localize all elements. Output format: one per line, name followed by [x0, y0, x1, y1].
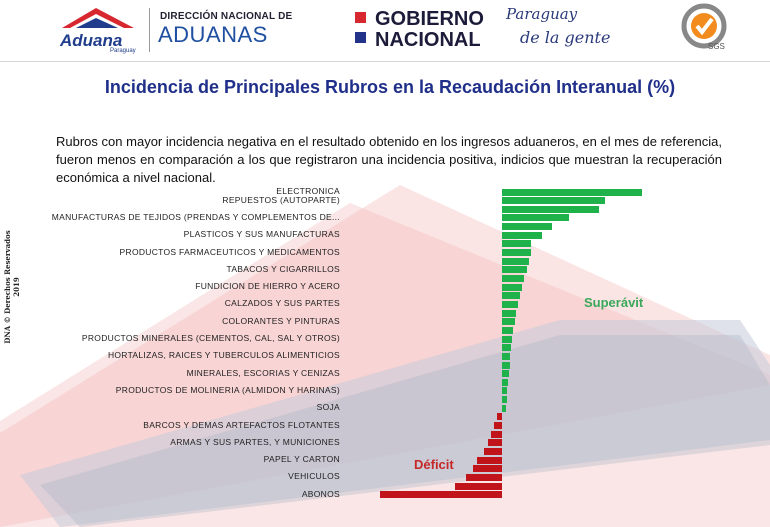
category-label: COLORANTES Y PINTURAS: [222, 315, 340, 326]
slogan-line2: de la gente: [520, 28, 611, 47]
aduana-logo-sub: Paraguay: [110, 48, 136, 54]
bar: [496, 413, 502, 421]
bar: [502, 275, 524, 282]
bar: [455, 482, 502, 490]
bar: [502, 231, 542, 239]
bar: [379, 491, 502, 499]
category-label: HORTALIZAS, RAICES Y TUBERCULOS ALIMENTI…: [107, 350, 340, 361]
bar: [502, 240, 531, 248]
category-label: VEHICULOS: [288, 471, 340, 482]
bar: [502, 344, 511, 352]
bar: [487, 439, 502, 447]
bar: [493, 422, 502, 430]
category-label: PRODUCTOS FARMACEUTICOS Y MEDICAMENTOS: [119, 246, 340, 257]
category-label: PRODUCTOS DE MOLINERIA (ALMIDON Y HARINA…: [115, 384, 340, 395]
bar: [502, 361, 511, 369]
aduana-logo-word: Aduana: [60, 31, 123, 50]
bar: [502, 283, 522, 291]
category-label: PRODUCTOS MINERALES (CEMENTOS, CAL, SAL …: [81, 333, 340, 344]
category-label: PAPEL Y CARTON: [263, 454, 340, 465]
category-label: FUNDICION DE HIERRO Y ACERO: [195, 281, 340, 292]
bar: [502, 404, 506, 412]
category-label: ELECTRONICA: [276, 186, 340, 196]
bar: [502, 249, 531, 257]
bar: [502, 205, 600, 213]
sgs-seal-icon: [681, 3, 727, 49]
category-label: SOJA: [316, 402, 340, 413]
bar: [502, 326, 513, 334]
bar: [502, 387, 508, 395]
bar: [502, 300, 519, 308]
bar: [466, 473, 502, 481]
bar: [502, 309, 517, 317]
category-label: ABONOS: [301, 488, 340, 499]
bar: [502, 266, 528, 274]
bar: [502, 318, 515, 326]
slogan-line1: Paraguay: [506, 5, 578, 23]
bar: [502, 257, 529, 265]
category-label: ARMAS Y SUS PARTES, Y MUNICIONES: [170, 436, 340, 447]
dna-big-text: ADUANAS: [158, 22, 268, 47]
bar: [502, 378, 509, 386]
background-decoration: [0, 185, 770, 527]
category-label: REPUESTOS (AUTOPARTE): [222, 194, 340, 205]
deficit-annotation: Déficit: [414, 457, 454, 472]
superavit-annotation: Superávit: [584, 295, 644, 310]
bar: [502, 352, 511, 360]
bar: [484, 448, 502, 455]
header-divider: [149, 8, 150, 52]
category-label: PLASTICOS Y SUS MANUFACTURAS: [183, 229, 340, 240]
gov-blue-square-icon: [355, 32, 366, 43]
header-rule: [0, 61, 770, 62]
bar: [502, 396, 507, 404]
bar: [502, 335, 512, 343]
gov-line2: NACIONAL: [375, 29, 481, 51]
page-header: Aduana Paraguay DIRECCIÓN NACIONAL DE AD…: [0, 0, 770, 60]
bar: [502, 370, 510, 378]
gov-line1: GOBIERNO: [375, 8, 484, 30]
bar: [502, 188, 643, 196]
dna-small-text: DIRECCIÓN NACIONAL DE: [160, 11, 293, 22]
description-text: Rubros con mayor incidencia negativa en …: [56, 134, 722, 185]
gov-red-square-icon: [355, 12, 366, 23]
bar-chart: Superávit Déficit ELECTRONICA REPUESTOS (…: [0, 185, 770, 527]
bar: [491, 430, 502, 438]
category-label: MANUFACTURAS DE TEJIDOS (PRENDAS Y COMPL…: [51, 211, 340, 222]
category-label: BARCOS Y DEMAS ARTEFACTOS FLOTANTES: [143, 419, 340, 430]
bar: [473, 465, 502, 473]
bar: [502, 214, 569, 222]
category-label: CALZADOS Y SUS PARTES: [224, 298, 340, 309]
category-label: MINERALES, ESCORIAS Y CENIZAS: [186, 367, 340, 378]
category-label: TABACOS Y CIGARRILLOS: [226, 263, 340, 274]
page-title: Incidencia de Principales Rubros en la R…: [104, 77, 676, 97]
bar: [502, 292, 520, 300]
bar: [502, 223, 553, 231]
bar: [502, 197, 605, 205]
sgs-label: SGS: [708, 42, 725, 51]
bar: [476, 456, 502, 464]
aduana-logo-icon: [62, 8, 134, 28]
